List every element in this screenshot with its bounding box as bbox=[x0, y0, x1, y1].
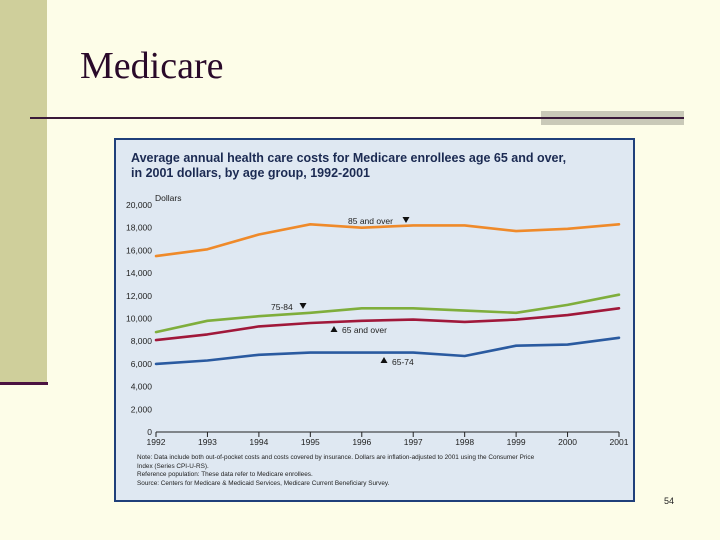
y-tick-label: 2,000 bbox=[131, 404, 153, 414]
y-tick-label: 8,000 bbox=[131, 336, 153, 346]
series-line bbox=[156, 308, 619, 340]
series-annotation-label: 85 and over bbox=[348, 216, 393, 226]
x-tick-label: 1998 bbox=[455, 437, 474, 447]
series-annotation-label: 65 and over bbox=[342, 325, 387, 335]
y-tick-label: 12,000 bbox=[126, 291, 152, 301]
x-tick-label: 1993 bbox=[198, 437, 217, 447]
series-line bbox=[156, 224, 619, 256]
series-annotation-arrow bbox=[381, 357, 388, 363]
series-annotation-arrow bbox=[403, 217, 410, 223]
title-rule bbox=[30, 117, 684, 119]
left-band-rule bbox=[0, 382, 48, 385]
chart-note-line: Reference population: These data refer t… bbox=[137, 471, 627, 480]
series-annotation-arrow bbox=[331, 326, 338, 332]
page-number: 54 bbox=[664, 496, 674, 506]
x-tick-label: 1997 bbox=[404, 437, 423, 447]
x-tick-label: 1996 bbox=[352, 437, 371, 447]
chart-note-line: Source: Centers for Medicare & Medicaid … bbox=[137, 480, 627, 489]
series-line bbox=[156, 295, 619, 332]
series-annotation-label: 75-84 bbox=[271, 302, 293, 312]
y-tick-label: 14,000 bbox=[126, 268, 152, 278]
series-annotation-label: 65-74 bbox=[392, 357, 414, 367]
chart-note-line: Index (Series CPI-U-RS). bbox=[137, 463, 627, 472]
slide-title: Medicare bbox=[80, 44, 223, 88]
y-tick-label: 20,000 bbox=[126, 200, 152, 210]
y-axis-label: Dollars bbox=[155, 193, 181, 203]
y-tick-label: 0 bbox=[147, 427, 152, 437]
x-tick-label: 1992 bbox=[147, 437, 166, 447]
y-tick-label: 6,000 bbox=[131, 359, 153, 369]
y-tick-label: 4,000 bbox=[131, 382, 153, 392]
series-annotation-arrow bbox=[300, 303, 307, 309]
y-tick-label: 10,000 bbox=[126, 314, 152, 324]
left-decorative-band bbox=[0, 0, 47, 384]
chart-svg: Dollars 0 2,000 4,000 6,000 8,000 10,000 12,000… bbox=[116, 140, 633, 500]
chart-panel: Average annual health care costs for Med… bbox=[114, 138, 635, 502]
chart-note-line: Note: Data include both out-of-pocket co… bbox=[137, 454, 627, 463]
x-tick-label: 1995 bbox=[301, 437, 320, 447]
x-tick-label: 1999 bbox=[507, 437, 526, 447]
y-tick-label: 16,000 bbox=[126, 245, 152, 255]
series-line bbox=[156, 338, 619, 364]
x-tick-label: 2000 bbox=[558, 437, 577, 447]
chart-notes: Note: Data include both out-of-pocket co… bbox=[137, 454, 627, 488]
x-tick-label: 1994 bbox=[249, 437, 268, 447]
x-tick-label: 2001 bbox=[610, 437, 629, 447]
y-tick-label: 18,000 bbox=[126, 223, 152, 233]
